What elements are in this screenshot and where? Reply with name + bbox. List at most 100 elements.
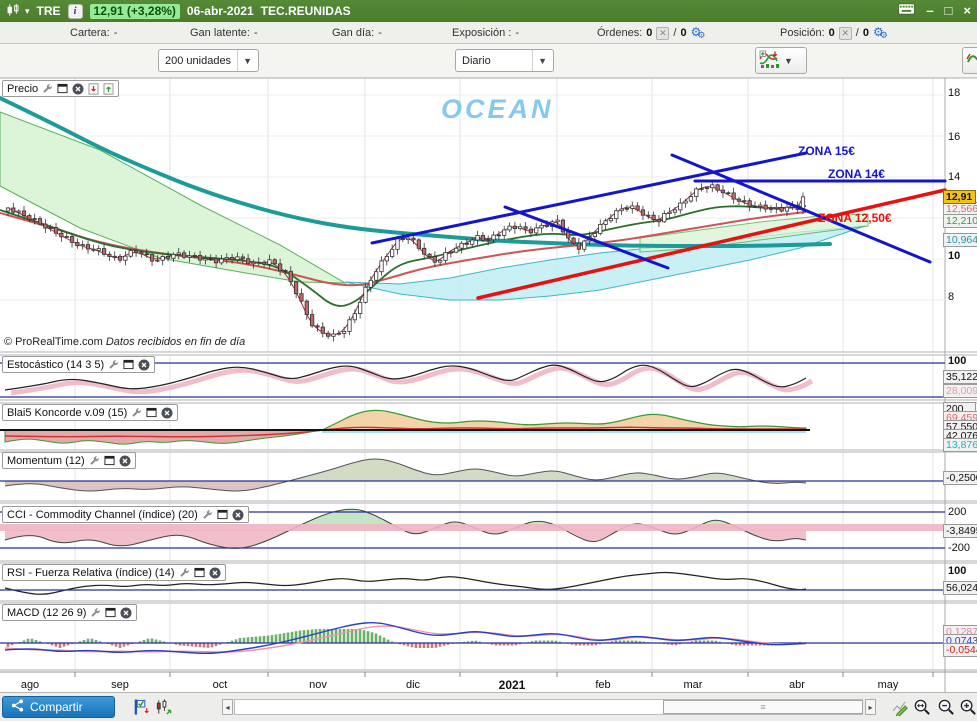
wrench-icon[interactable] bbox=[90, 607, 101, 618]
stat-label: Órdenes: bbox=[597, 27, 643, 39]
panel-header-koncorde: Blai5 Koncorde v.09 (15) bbox=[2, 404, 179, 421]
title-bar: ▾ TRE i 12,91 (+3,28%) 06-abr-2021 TEC.R… bbox=[0, 0, 977, 22]
window-icon[interactable] bbox=[146, 407, 157, 418]
draw-objects-button[interactable] bbox=[890, 697, 910, 717]
xaxis-label-oct: oct bbox=[212, 679, 228, 691]
separator: / bbox=[673, 27, 677, 39]
quote-date: 06-abr-2021 bbox=[186, 4, 254, 18]
stat-label: Gan latente: bbox=[190, 27, 250, 39]
blue-trend-line[interactable] bbox=[370, 151, 808, 245]
position-settings-icon[interactable]: ⚙⚙ bbox=[872, 25, 888, 40]
xaxis-label-mar: mar bbox=[683, 679, 703, 691]
chevron-down-icon: ▼ bbox=[237, 50, 252, 71]
zoom-out-button[interactable] bbox=[936, 697, 956, 717]
chart-area[interactable]: Precio Estocástico (14 3 5) Blai5 Koncorde… bbox=[0, 78, 977, 692]
macd-panel-drawing bbox=[0, 621, 945, 655]
wrench-icon[interactable] bbox=[108, 359, 119, 370]
stat-label: Gan día: bbox=[332, 27, 375, 39]
eod-data-note: Datos recibidos en fin de día bbox=[105, 336, 246, 348]
panel-title-cci: CCI - Commodity Channel (índice) (20) bbox=[7, 508, 198, 521]
close-icon[interactable] bbox=[119, 455, 131, 467]
close-button[interactable]: × bbox=[963, 3, 971, 18]
close-icon[interactable] bbox=[232, 509, 244, 521]
position-close-button[interactable]: ✕ bbox=[838, 26, 852, 40]
blue-trend-line[interactable] bbox=[670, 153, 932, 264]
window-icon[interactable] bbox=[105, 607, 117, 618]
annotation-zona-12-50-[interactable]: ZONA 12,50€ bbox=[818, 211, 892, 225]
prorealtime-brand: © ProRealTime.com bbox=[4, 336, 106, 348]
stat-value: - bbox=[253, 27, 258, 39]
value-box: 56,024 bbox=[943, 581, 977, 595]
wrench-icon[interactable] bbox=[179, 567, 190, 578]
panel-header-price: Precio bbox=[2, 80, 120, 97]
xaxis-label-abr: abr bbox=[789, 679, 805, 691]
account-stats-bar: Cartera: - Gan latente: - Gan día: - Exposi… bbox=[0, 22, 977, 44]
candlestick-chart-icon bbox=[6, 3, 21, 20]
scroll-left-button[interactable]: ◂ bbox=[222, 699, 233, 715]
annotation-zona-14-[interactable]: ZONA 14€ bbox=[828, 167, 885, 181]
keyboard-icon[interactable] bbox=[898, 0, 916, 22]
panel-title-macd: MACD (12 26 9) bbox=[7, 606, 87, 619]
maximize-button[interactable]: □ bbox=[944, 3, 953, 18]
window-icon[interactable] bbox=[217, 509, 228, 520]
units-select[interactable]: 200 unidades ▼ bbox=[158, 49, 259, 72]
xaxis-label-2021: 2021 bbox=[498, 678, 526, 692]
panel-header-macd: MACD (12 26 9) bbox=[2, 604, 138, 621]
window-icon[interactable] bbox=[193, 567, 205, 578]
time-scrollbar-thumb[interactable]: ≡ bbox=[663, 700, 863, 714]
close-icon[interactable] bbox=[72, 83, 84, 95]
clipped-right-button[interactable] bbox=[962, 47, 977, 74]
xaxis-label-ago: ago bbox=[20, 679, 40, 691]
stat-label: Exposición : bbox=[452, 27, 512, 39]
close-icon[interactable] bbox=[120, 607, 132, 619]
chart-canvas bbox=[0, 78, 977, 692]
orders-count: 0 bbox=[646, 27, 653, 39]
candles-history-button[interactable] bbox=[153, 697, 173, 717]
orders-cancel-button[interactable]: ✕ bbox=[656, 26, 670, 40]
orders-settings-icon[interactable]: ⚙⚙ bbox=[690, 25, 706, 40]
xaxis-label-nov: nov bbox=[309, 679, 327, 691]
annotation-zona-15-[interactable]: ZONA 15€ bbox=[798, 144, 855, 158]
blue-trend-line[interactable] bbox=[503, 205, 670, 270]
doc-down-icon[interactable] bbox=[88, 82, 99, 95]
time-scrollbar[interactable]: ≡ bbox=[234, 699, 863, 715]
add-indicator-button[interactable]: ▼ bbox=[755, 47, 807, 74]
share-button[interactable]: Compartir bbox=[2, 696, 115, 718]
value-box: -0,2500 bbox=[943, 471, 977, 485]
chart-toolbar: 200 unidades ▼ Diario ▼ ▼ bbox=[0, 44, 977, 78]
stat-posicion: Posición: 0 ✕ / 0 ⚙⚙ bbox=[780, 22, 888, 44]
minimize-button[interactable]: – bbox=[926, 3, 934, 18]
axis-label: 18 bbox=[948, 87, 961, 99]
doc-up-icon[interactable] bbox=[103, 82, 114, 95]
scroll-right-button[interactable]: ▸ bbox=[865, 699, 876, 715]
close-icon[interactable] bbox=[161, 407, 173, 419]
koncorde-panel-drawing bbox=[0, 409, 810, 445]
wrench-icon[interactable] bbox=[89, 455, 100, 466]
stat-value: - bbox=[113, 27, 118, 39]
separator: / bbox=[855, 27, 859, 39]
info-button[interactable]: i bbox=[67, 3, 83, 19]
trend-lines[interactable] bbox=[370, 151, 947, 300]
value-box: 35,122 bbox=[943, 370, 977, 384]
symbol-ticker[interactable]: TRE bbox=[36, 4, 61, 18]
wrench-icon[interactable] bbox=[131, 407, 142, 418]
close-icon[interactable] bbox=[138, 359, 150, 371]
wrench-icon[interactable] bbox=[202, 509, 213, 520]
xaxis-label-dic: dic bbox=[405, 679, 421, 691]
screen-settings-button[interactable] bbox=[131, 697, 151, 717]
window-icon[interactable] bbox=[104, 455, 115, 466]
bottom-toolbar: Compartir ◂ ≡ ▸ bbox=[0, 692, 977, 721]
window-icon[interactable] bbox=[123, 359, 134, 370]
wrench-icon[interactable] bbox=[42, 83, 53, 94]
red-trend-line[interactable] bbox=[476, 188, 947, 300]
close-icon[interactable] bbox=[209, 567, 221, 579]
timeframe-select[interactable]: Diario ▼ bbox=[455, 49, 554, 72]
zoom-fit-button[interactable] bbox=[912, 697, 932, 717]
stat-label: Cartera: bbox=[70, 27, 110, 39]
instrument-name: TEC.REUNIDAS bbox=[260, 4, 351, 18]
symbol-dropdown-icon[interactable]: ▾ bbox=[25, 5, 30, 16]
window-icon[interactable] bbox=[57, 83, 68, 94]
zoom-in-button[interactable] bbox=[958, 697, 977, 717]
